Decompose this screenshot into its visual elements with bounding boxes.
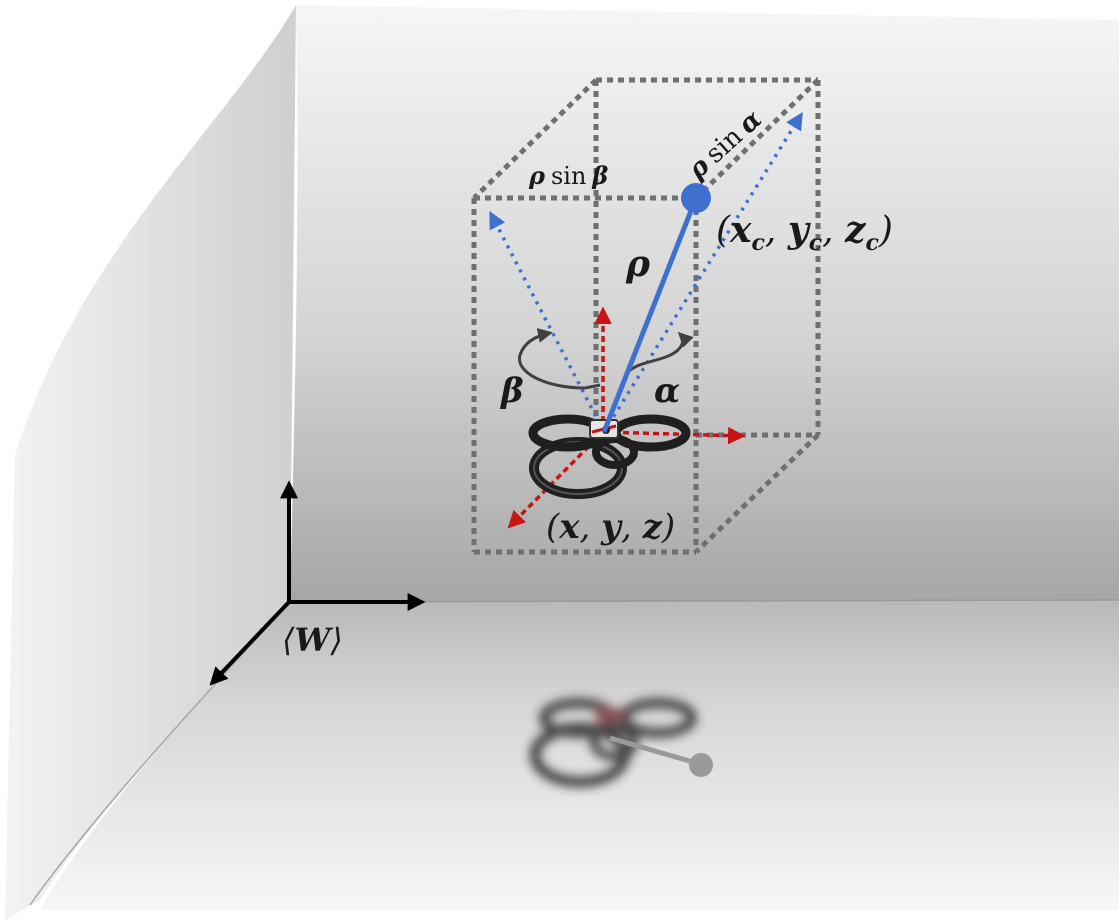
- beta-rotation-arrow: [518, 328, 586, 390]
- beta-rotation-base: [584, 383, 601, 390]
- rotation-arrows: [518, 328, 694, 390]
- label-world-frame: ⟨W⟩: [282, 621, 343, 659]
- back-wall: [290, 5, 1119, 602]
- label-rho-sin-beta: ρ sin β: [528, 161, 608, 190]
- drone-x-axis: [602, 426, 746, 445]
- labels: ρ sin β ρsinα (xc, yc, zc) ρ β α (x, y, z)…: [282, 104, 893, 659]
- label-alpha: α: [654, 371, 680, 411]
- dotted-box: [471, 77, 821, 555]
- floor-edge-line: [289, 599, 1119, 603]
- label-rho: ρ: [625, 243, 651, 285]
- world-y-axis: [209, 600, 291, 686]
- label-beta: β: [499, 371, 524, 411]
- label-drone-position: (x, y, z): [546, 507, 675, 547]
- left-wall: [5, 5, 296, 920]
- label-camera-target: (xc, yc, zc): [716, 209, 893, 256]
- rho-line: [601, 197, 699, 433]
- drone-shadow: [529, 698, 713, 788]
- rho-vector: [601, 183, 711, 433]
- room: [5, 5, 1119, 920]
- shadow-ray: [609, 735, 701, 767]
- camera-target-point: [681, 183, 711, 213]
- alpha-rotation-arrow: [626, 331, 694, 374]
- floor: [40, 600, 1119, 910]
- world-frame: [209, 480, 426, 686]
- shadow-target-point: [689, 753, 713, 777]
